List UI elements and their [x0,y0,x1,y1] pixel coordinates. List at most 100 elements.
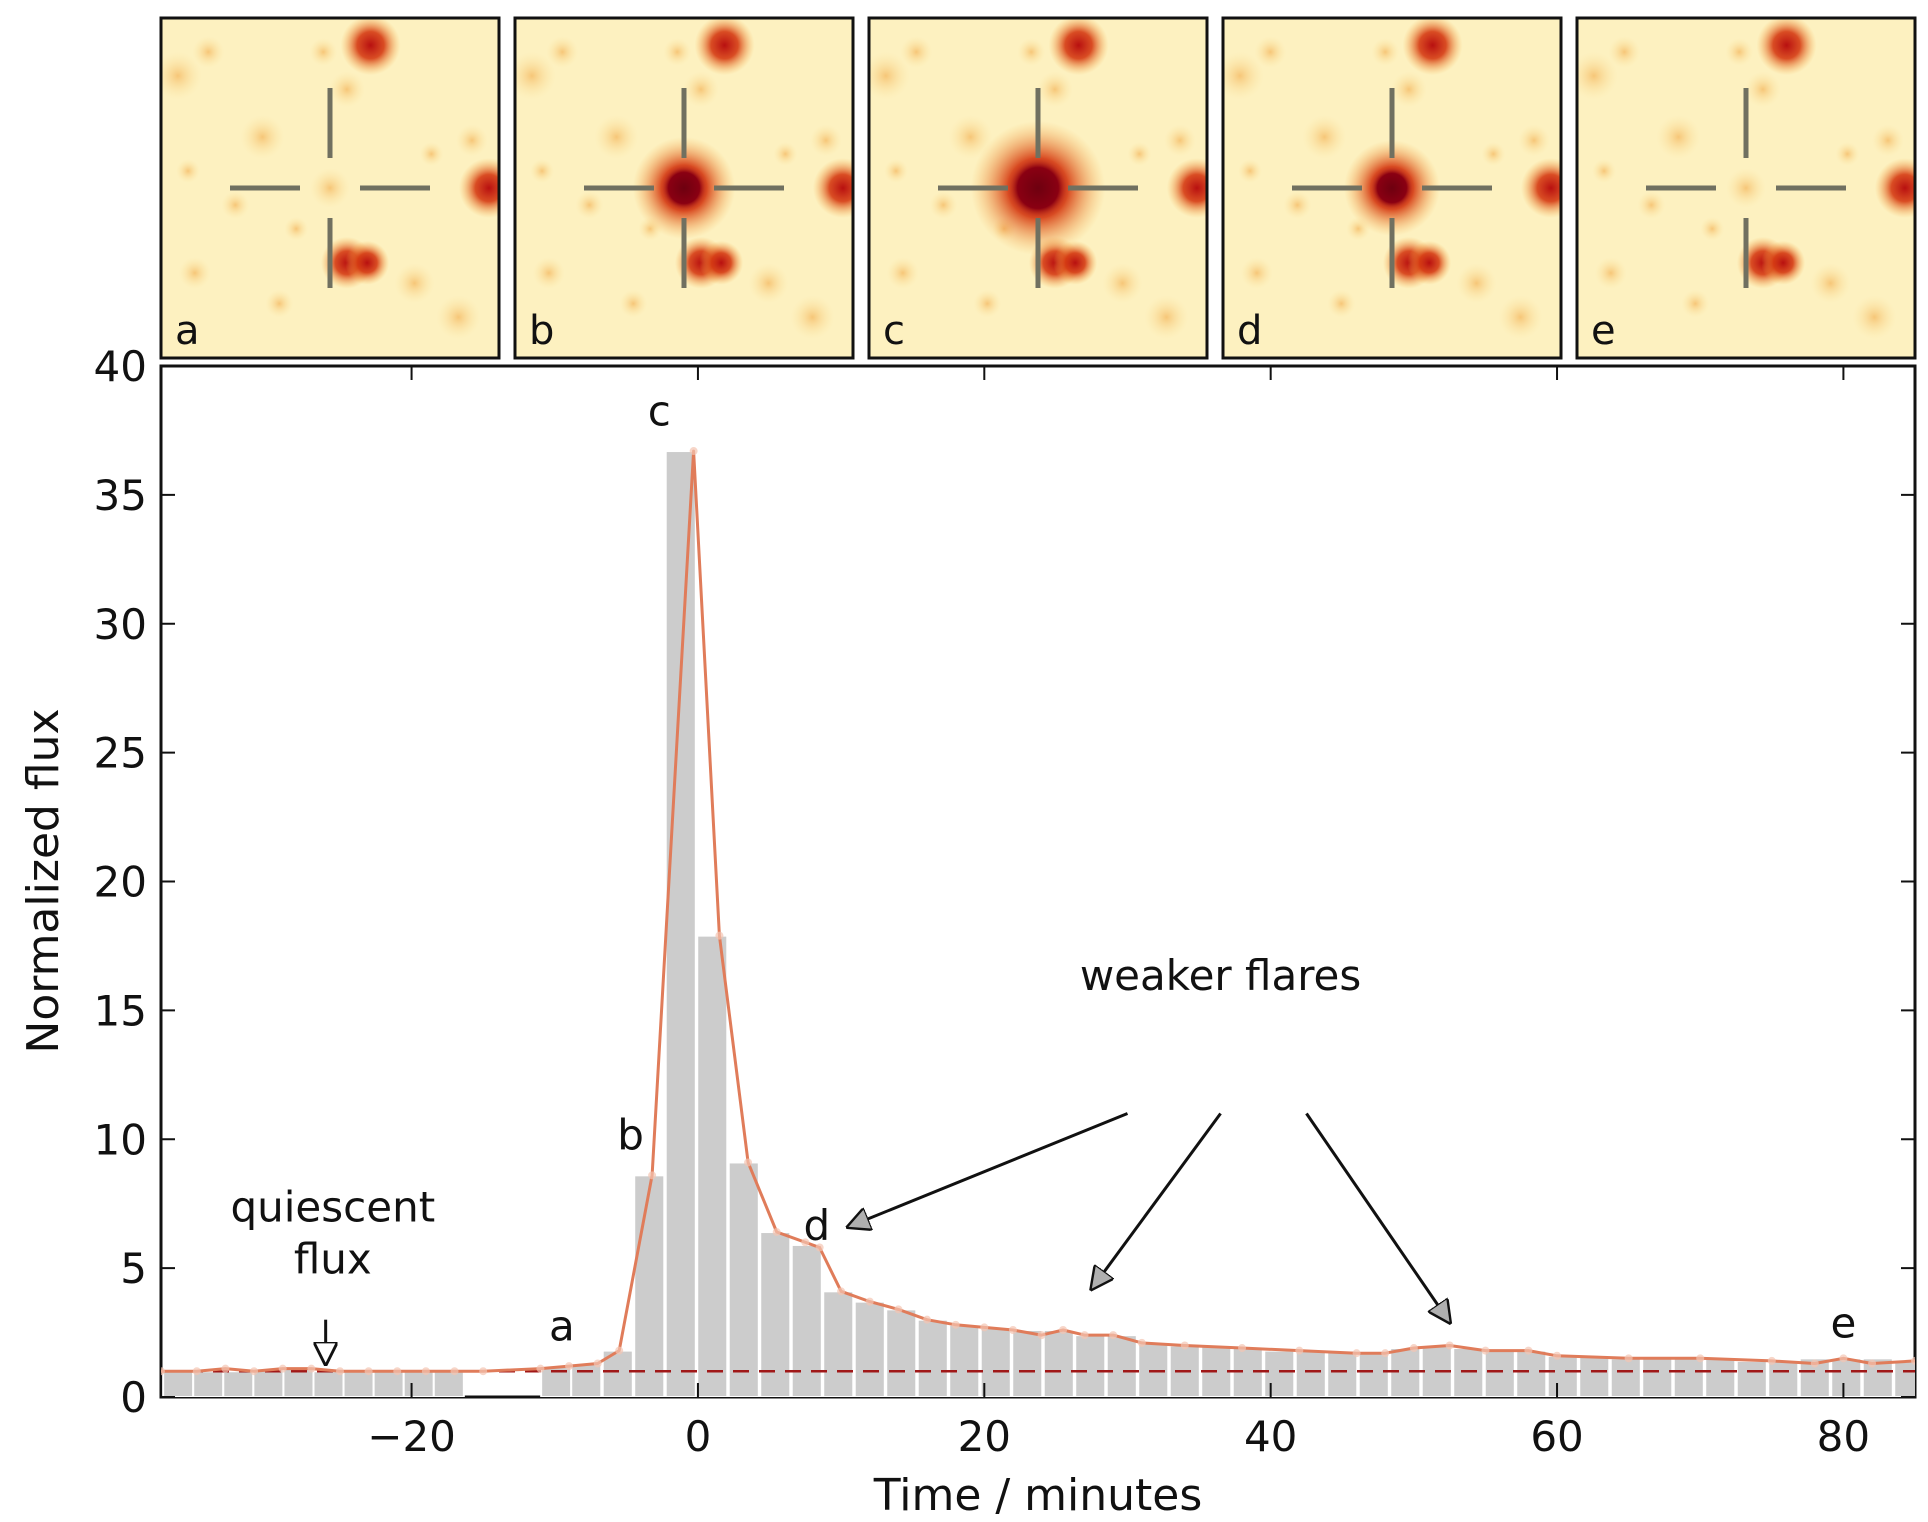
thumbnail-source-spot [1517,124,1550,157]
x-tick-label: −20 [367,1412,456,1461]
thumbnail-flare-core [1369,165,1415,211]
thumbnail-source-spot [265,289,294,318]
thumbnail-panel: b [513,16,855,360]
light-curve-point [1059,1325,1068,1334]
thumbnail-source-spot [1637,191,1666,219]
thumbnail-source-spot [1756,18,1817,76]
light-curve-line-series [161,447,1915,1376]
point-label: e [1830,1299,1856,1348]
light-curve-point [1080,1331,1089,1340]
plot-area [159,364,1917,1399]
flux-bar [1294,1349,1327,1397]
thumbnail-source-spot [1577,51,1618,100]
thumbnail-source-spot [1223,51,1264,100]
thumbnail-source-spot [1835,142,1860,166]
thumbnail-source-spot [1456,263,1497,304]
light-curve-point [1839,1354,1848,1363]
thumbnail-source-spot [240,115,285,159]
flux-bar [1326,1349,1359,1397]
thumbnail-source-spot [973,289,1002,318]
light-curve-point [1381,1349,1390,1358]
axis-ticks: −20 0 20 40 60 80 0 5 10 15 20 25 30 35 40 [94,342,1915,1461]
thumbnail-source-spot [419,142,444,166]
thumbnail-panel: c [867,16,1209,360]
thumbnail-source-spot [458,158,499,218]
flux-bar [1231,1347,1264,1397]
thumbnail-source-spot [340,18,401,76]
thumbnail-image [161,18,499,358]
light-curve-point [689,447,698,456]
thumbnail-source-spot [575,191,604,219]
thumbnail-source-spot [886,257,919,289]
thumbnail-source-spot [1725,38,1754,66]
x-tick-label: 40 [1244,1412,1297,1461]
flux-bar [1767,1359,1800,1397]
flux-bar [1515,1349,1548,1397]
point-label: c [648,386,671,435]
flux-bar [1672,1357,1705,1397]
y-tick-label: 30 [94,600,147,649]
thumbnail-source-spot [663,38,692,66]
thumbnail-source-spot [1048,18,1109,76]
flux-bar [312,1370,345,1397]
light-curve-point [837,1287,846,1296]
flux-bar [790,1243,823,1397]
thumbnail-source-spot [1166,158,1207,218]
thumbnail-source-spot [1390,71,1427,108]
thumbnail-source-spot [221,191,250,219]
thumbnail-source-spot [1254,36,1287,68]
y-tick-label: 0 [120,1373,147,1422]
light-curve-point [1911,1356,1915,1365]
thumbnail-frame [1221,16,1563,360]
light-curve-point [1445,1341,1454,1350]
light-curve-point [221,1364,230,1373]
thumbnail-source-spot [790,295,835,340]
light-curve-point [479,1367,488,1376]
thumbnail-image [869,18,1207,358]
light-curve-point [536,1364,545,1373]
thumbnail-flare-core [1006,156,1070,220]
light-curve-point [1624,1354,1633,1363]
thumbnail-source-spot [394,263,435,304]
light-curve-point [1109,1331,1118,1340]
thumbnail-source-spot [530,159,555,183]
x-tick-label: 20 [958,1412,1011,1461]
light-curve-point [801,1238,810,1247]
y-tick-label: 25 [94,729,147,778]
flux-bar [822,1290,855,1397]
thumbnail-target-spot [310,168,350,208]
flux-bar [1452,1347,1485,1397]
light-curve-point [307,1364,316,1373]
thumbnail-source-spot [1700,216,1725,241]
light-curve-point [1696,1354,1705,1363]
flux-bar [696,934,729,1397]
flux-bar [948,1323,981,1397]
flux-bar [192,1370,225,1397]
thumbnail-source-spot [1302,115,1347,159]
thumbnail-source-spot [773,142,798,166]
thumbnail-source-spot [161,51,202,100]
thumbnail-source-spot [1127,142,1152,166]
light-curve-point [278,1364,287,1373]
thumbnail-source-spot [1102,263,1143,304]
flux-bar [1042,1328,1075,1397]
thumbnail-image [515,18,853,358]
thumbnail-source-spot [1481,142,1506,166]
thumbnail-source-spot [884,159,909,183]
thumbnail-source-spot [436,295,481,340]
flux-bar [1074,1334,1107,1397]
thumbnail-source-spot [1656,115,1701,159]
thumbnail-source-spot [1871,124,1904,157]
light-curve-point [980,1323,989,1332]
flux-bar [282,1367,315,1397]
thumbnail-source-spot [192,36,225,68]
y-tick-label: 5 [120,1244,147,1293]
thumbnail-source-spot [1371,38,1400,66]
thumbnail-image [1223,18,1561,358]
thumbnail-source-spot [619,289,648,318]
light-curve-point [1409,1344,1418,1353]
thumbnail-frame [513,16,855,360]
light-curve-point [161,1367,165,1376]
thumbnail-source-spot [1744,71,1781,108]
flux-bar [979,1326,1012,1397]
